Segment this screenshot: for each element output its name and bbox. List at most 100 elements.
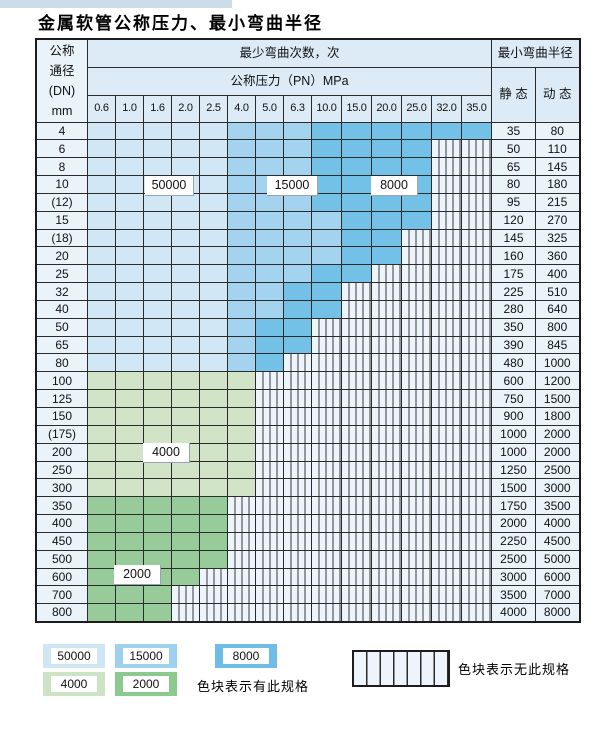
row-dn-label: 10 bbox=[35, 175, 88, 194]
matrix-cell-b3 bbox=[341, 228, 372, 248]
matrix-cell-no-spec bbox=[371, 282, 402, 301]
matrix-cell-no-spec bbox=[255, 549, 284, 569]
row-dn-label: 8 bbox=[35, 157, 88, 177]
matrix-cell-g2 bbox=[87, 567, 116, 587]
dynamic-value: 400 bbox=[535, 264, 580, 284]
row-dn-label: 150 bbox=[35, 407, 88, 426]
matrix-cell-b2 bbox=[255, 264, 284, 284]
matrix-cell-g1 bbox=[115, 478, 144, 498]
matrix-cell-no-spec bbox=[283, 442, 312, 462]
table-row: 15 120 270 bbox=[35, 210, 580, 230]
legend-no-spec-note: 色块表示无此规格 bbox=[458, 662, 571, 677]
matrix-cell-no-spec bbox=[371, 424, 402, 444]
dynamic-value: 3000 bbox=[535, 478, 580, 498]
matrix-cell-no-spec bbox=[283, 389, 312, 408]
matrix-cell-no-spec bbox=[401, 442, 432, 462]
matrix-cell-b1 bbox=[199, 228, 228, 248]
static-value: 1000 bbox=[491, 442, 536, 462]
matrix-cell-no-spec bbox=[461, 246, 492, 266]
matrix-cell-no-spec bbox=[431, 246, 462, 266]
static-value: 175 bbox=[491, 264, 536, 284]
dynamic-value: 2000 bbox=[535, 424, 580, 444]
matrix-cell-no-spec bbox=[341, 389, 372, 408]
table-row: 300 1500 3000 bbox=[35, 478, 580, 498]
table-row: 4 35 80 bbox=[35, 121, 580, 141]
dynamic-value: 1500 bbox=[535, 389, 580, 408]
matrix-cell-g1 bbox=[227, 407, 256, 426]
static-value: 95 bbox=[491, 192, 536, 212]
matrix-cell-b3 bbox=[311, 157, 342, 177]
matrix-cell-b2 bbox=[227, 335, 256, 355]
matrix-cell-no-spec bbox=[341, 496, 372, 516]
matrix-cell-g2 bbox=[115, 514, 144, 533]
corner-line: (DN) bbox=[48, 83, 76, 98]
matrix-cell-no-spec bbox=[341, 407, 372, 426]
matrix-cell-b3 bbox=[371, 210, 402, 230]
matrix-cell-no-spec bbox=[431, 353, 462, 373]
matrix-cell-b1 bbox=[115, 264, 144, 284]
matrix-cell-b2 bbox=[227, 264, 256, 284]
matrix-cell-no-spec bbox=[431, 157, 462, 177]
row-dn-label: 100 bbox=[35, 371, 88, 391]
matrix-cell-no-spec bbox=[401, 603, 432, 623]
matrix-cell-b3 bbox=[341, 157, 372, 177]
matrix-cell-b3 bbox=[311, 282, 342, 301]
matrix-cell-b1 bbox=[171, 335, 200, 355]
matrix-cell-b2 bbox=[311, 246, 342, 266]
matrix-cell-b3 bbox=[401, 210, 432, 230]
matrix-cell-no-spec bbox=[461, 175, 492, 194]
matrix-cell-no-spec bbox=[199, 567, 228, 587]
row-dn-label: 25 bbox=[35, 264, 88, 284]
matrix-cell-g1 bbox=[87, 389, 116, 408]
matrix-cell-g1 bbox=[115, 407, 144, 426]
matrix-cell-no-spec bbox=[401, 478, 432, 498]
static-value: 1750 bbox=[491, 496, 536, 516]
matrix-cell-g1 bbox=[87, 424, 116, 444]
static-value: 3500 bbox=[491, 585, 536, 605]
legend-chip-4000: 4000 bbox=[43, 672, 105, 696]
matrix-cell-no-spec bbox=[227, 585, 256, 605]
legend-chip-8000: 8000 bbox=[215, 644, 277, 668]
matrix-cell-no-spec bbox=[311, 585, 342, 605]
matrix-cell-no-spec bbox=[431, 389, 462, 408]
matrix-cell-b3 bbox=[371, 246, 402, 266]
matrix-cell-no-spec bbox=[401, 264, 432, 284]
matrix-cell-no-spec bbox=[311, 335, 342, 355]
matrix-cell-no-spec bbox=[431, 210, 462, 230]
matrix-cell-b1 bbox=[171, 264, 200, 284]
table-row: 150 900 1800 bbox=[35, 407, 580, 426]
matrix-cell-no-spec bbox=[255, 478, 284, 498]
matrix-cell-g1 bbox=[87, 442, 116, 462]
row-dn-label: 4 bbox=[35, 121, 88, 141]
row-dn-label: 6 bbox=[35, 139, 88, 159]
matrix-cell-b1 bbox=[199, 121, 228, 141]
static-value: 750 bbox=[491, 389, 536, 408]
matrix-cell-b1 bbox=[171, 353, 200, 373]
matrix-cell-b1 bbox=[171, 299, 200, 319]
nominal-pressure-header: 公称压力（PN）MPa bbox=[87, 66, 492, 96]
matrix-cell-no-spec bbox=[341, 478, 372, 498]
matrix-cell-b1 bbox=[143, 210, 172, 230]
static-column-header: 静 态 bbox=[491, 66, 536, 123]
static-value: 4000 bbox=[491, 603, 536, 623]
matrix-cell-no-spec bbox=[199, 603, 228, 623]
matrix-cell-no-spec bbox=[461, 603, 492, 623]
matrix-cell-no-spec bbox=[461, 585, 492, 605]
matrix-cell-g2 bbox=[87, 496, 116, 516]
matrix-cell-b2 bbox=[227, 282, 256, 301]
matrix-cell-no-spec bbox=[401, 496, 432, 516]
page-title: 金属软管公称压力、最小弯曲半径 bbox=[38, 14, 323, 34]
matrix-cell-b3 bbox=[283, 282, 312, 301]
dynamic-value: 325 bbox=[535, 228, 580, 248]
matrix-cell-no-spec bbox=[255, 442, 284, 462]
matrix-cell-no-spec bbox=[461, 192, 492, 212]
legend-has-spec-note: 色块表示有此规格 bbox=[197, 679, 310, 694]
dynamic-value: 4000 bbox=[535, 514, 580, 533]
matrix-cell-g2 bbox=[115, 585, 144, 605]
matrix-cell-b1 bbox=[171, 157, 200, 177]
table-row: 350 1750 3500 bbox=[35, 496, 580, 516]
legend-chip-15000: 15000 bbox=[115, 644, 177, 668]
matrix-cell-b2 bbox=[283, 192, 312, 212]
matrix-cell-b1 bbox=[199, 335, 228, 355]
static-value: 1250 bbox=[491, 460, 536, 480]
